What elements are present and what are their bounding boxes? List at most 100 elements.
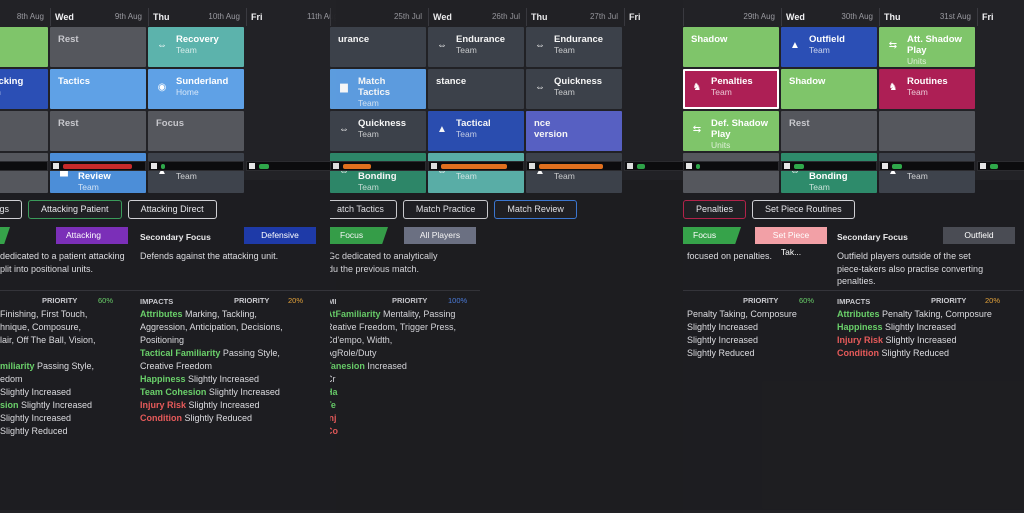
session-title: Match Tactics: [358, 76, 391, 98]
training-type-tab[interactable]: Attacking Patient: [28, 200, 122, 219]
session-slot[interactable]: ▲ Outfield Team: [781, 27, 877, 67]
training-type-tab[interactable]: Match Review: [494, 200, 577, 219]
session-slot[interactable]: ⇆ Def. Shadow Play Units: [683, 111, 779, 151]
training-type-tab[interactable]: Attacking Direct: [127, 200, 217, 219]
dumbbell-icon: ⇔: [339, 124, 349, 135]
session-slot[interactable]: Rest: [50, 27, 146, 67]
session-scope: Team: [554, 87, 575, 97]
dumbbell-icon: ⇔: [535, 40, 545, 51]
session-slot[interactable]: Tactics: [50, 69, 146, 109]
training-type-tab[interactable]: king Wings: [0, 200, 23, 219]
impact-value: Cd'empo, Width,: [330, 335, 393, 345]
impact-value: Slightly Reduced: [182, 413, 253, 423]
workload-bar: [50, 161, 146, 171]
impact-value: Creative Freedom: [140, 361, 213, 371]
secondary-focus-chip: Outfield: [943, 227, 1015, 244]
session-slot[interactable]: Rest: [50, 111, 146, 151]
session-slot[interactable]: ⇔ Quickness Team: [526, 69, 622, 109]
session-slot[interactable]: ⇔ Endurance Team: [526, 27, 622, 67]
session-slot[interactable]: Rest: [0, 111, 48, 151]
session-slot[interactable]: ▆ Match Tactics Team: [330, 69, 426, 109]
workload-marker: [882, 163, 888, 169]
session-slot[interactable]: Rest: [683, 153, 779, 193]
session-slot[interactable]: urance: [330, 27, 426, 67]
impact-line: Injury Risk Slightly Increased: [140, 399, 330, 412]
cone-icon: ▲: [157, 166, 167, 177]
day-name: Thu: [884, 12, 901, 22]
day-date: 11th Aug: [307, 12, 336, 21]
session-slot[interactable]: ▲ Tactical Team: [428, 111, 524, 151]
session-slot[interactable]: Shadow: [781, 69, 877, 109]
impact-key: Attributes: [140, 309, 183, 319]
session-slot[interactable]: ▲Match FocusTeam: [526, 153, 622, 193]
impact-line: Team Cohesion Slightly Increased: [140, 386, 330, 399]
primary-focus-chip: [0, 227, 10, 244]
impact-line: Slightly Increased: [687, 321, 832, 334]
training-type-tab[interactable]: Match Practice: [402, 200, 489, 219]
session-slot[interactable]: ♞ Penalties Team: [683, 69, 779, 109]
session-scope: Team: [176, 45, 197, 55]
session-slot[interactable]: ⇆ Att. Shadow Play Units: [879, 27, 975, 67]
session-slot[interactable]: [879, 111, 975, 151]
training-type-tab[interactable]: Set Piece Routines: [752, 200, 855, 219]
session-grid: pRest⇔RecoveryTeam▲AttackingTeamTactics◉…: [0, 27, 244, 193]
workload-fill: [63, 164, 132, 169]
session-slot[interactable]: Rest: [0, 153, 48, 193]
session-slot[interactable]: Focus: [148, 111, 244, 151]
day-header-row: 8th Aug Wed 9th Aug Thu 10th Aug Fri 11th Aug: [0, 8, 336, 26]
training-type-tab[interactable]: atch Tactics: [330, 200, 397, 219]
priority-label: PRIORITY: [931, 296, 967, 305]
secondary-focus-description: Outfield players outside of the set piec…: [837, 251, 984, 286]
session-scope: Team: [358, 98, 379, 108]
impact-value: Slightly Increased: [0, 413, 72, 423]
impact-value: Slightly Increased: [206, 387, 280, 397]
impact-value: Slightly Increased: [883, 335, 957, 345]
impact-line: Penalty Taking, Composure: [687, 308, 832, 321]
workload-marker: [151, 163, 157, 169]
session-title: Att. Shadow Play: [907, 34, 962, 56]
session-slot[interactable]: nce version: [526, 111, 622, 151]
session-slot[interactable]: ◉ Sunderland Home: [148, 69, 244, 109]
day-name: Fri: [629, 12, 641, 22]
session-slot[interactable]: ⇔ Quickness Team: [330, 111, 426, 151]
session-scope: Team: [78, 182, 99, 192]
impact-line: Positioning: [140, 334, 330, 347]
session-slot[interactable]: Shadow: [683, 27, 779, 67]
session-slot[interactable]: Rest: [781, 111, 877, 151]
session-scope: Team: [176, 171, 197, 181]
training-type-tab[interactable]: Penalties: [683, 200, 747, 219]
session-title: Recovery: [176, 34, 219, 45]
session-title: Outfield: [809, 34, 845, 45]
priority-label: PRIORITY: [42, 296, 78, 305]
session-slot[interactable]: ⇔ Endurance Team: [428, 27, 524, 67]
day-name: Wed: [786, 12, 805, 22]
day-name: Thu: [531, 12, 548, 22]
priority-value: 60%: [799, 296, 815, 305]
session-slot[interactable]: ▲AttackingTeam: [0, 69, 48, 109]
workload-marker: [980, 163, 986, 169]
session-slot[interactable]: ♞ Routines Team: [879, 69, 975, 109]
workload-bar: [683, 161, 779, 171]
workload-bar: [781, 161, 877, 171]
impact-line: Cr: [330, 373, 486, 386]
day-header: Wed 9th Aug: [50, 8, 148, 26]
impact-line: Condition Slightly Reduced: [140, 412, 330, 425]
impact-value: AgRole/Duty: [330, 348, 377, 358]
session-slot[interactable]: ▲Match FocusTeam: [879, 153, 975, 193]
impact-line: Co: [330, 425, 486, 438]
session-slot[interactable]: ▲Match FocusTeam: [148, 153, 244, 193]
dumbbell-icon: ⇔: [535, 82, 545, 93]
impact-value: Aggression, Anticipation, Decisions,: [140, 322, 283, 332]
session-slot[interactable]: p: [0, 27, 48, 67]
session-title: Shadow: [691, 34, 728, 45]
impact-value: Finishing, First Touch,: [0, 309, 88, 319]
session-slot[interactable]: stance: [428, 69, 524, 109]
priority-label: PRIORITY: [392, 296, 428, 305]
impact-key: Tactical Familiarity: [140, 348, 221, 358]
day-date: 10th Aug: [208, 12, 240, 21]
